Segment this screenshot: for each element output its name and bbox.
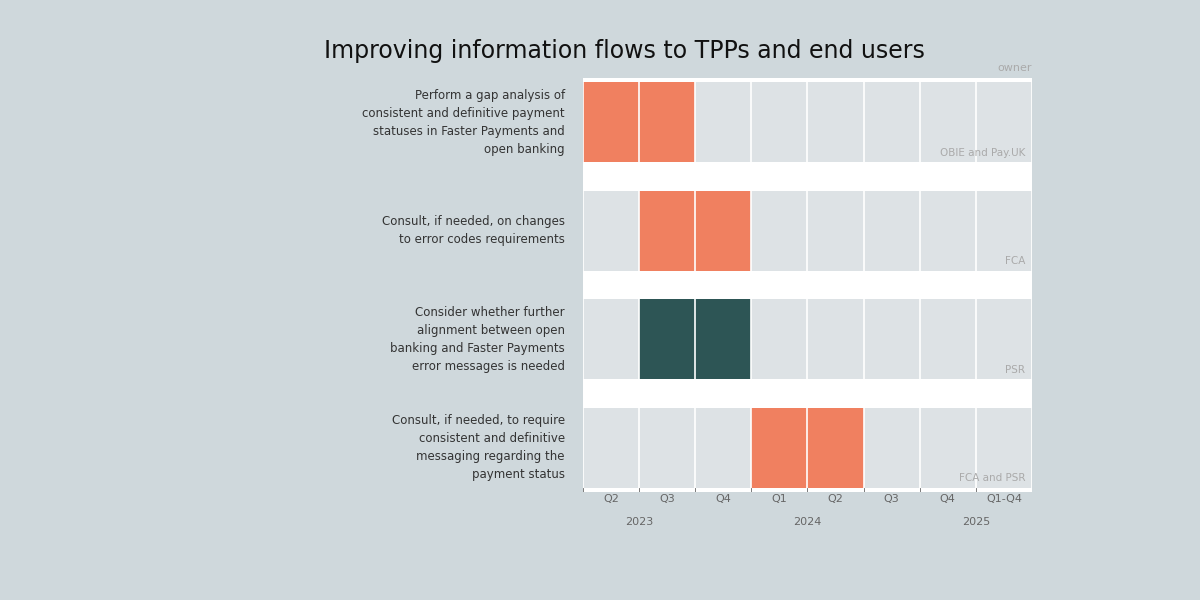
Bar <box>751 407 864 488</box>
Text: Q2: Q2 <box>828 494 844 505</box>
Text: Q3: Q3 <box>659 494 674 505</box>
Text: Q1: Q1 <box>772 494 787 505</box>
Text: Q1-Q4: Q1-Q4 <box>986 494 1022 505</box>
Bar <box>638 191 751 271</box>
Text: PSR: PSR <box>1006 365 1025 374</box>
Bar <box>583 299 1032 379</box>
Text: 2025: 2025 <box>961 517 990 527</box>
Bar <box>638 299 751 379</box>
Text: Q2: Q2 <box>602 494 619 505</box>
Text: Perform a gap analysis of
consistent and definitive payment
statuses in Faster P: Perform a gap analysis of consistent and… <box>362 89 565 156</box>
Text: Consult, if needed, to require
consistent and definitive
messaging regarding the: Consult, if needed, to require consisten… <box>391 414 565 481</box>
Text: OBIE and Pay.UK: OBIE and Pay.UK <box>940 148 1025 158</box>
Bar <box>583 407 1032 488</box>
Bar <box>583 191 1032 271</box>
Bar <box>583 82 695 163</box>
Text: FCA: FCA <box>1004 256 1025 266</box>
Text: Consult, if needed, on changes
to error codes requirements: Consult, if needed, on changes to error … <box>382 215 565 246</box>
Text: 2023: 2023 <box>625 517 653 527</box>
Text: Improving information flows to TPPs and end users: Improving information flows to TPPs and … <box>324 39 925 63</box>
Text: owner: owner <box>997 62 1032 73</box>
Text: Q4: Q4 <box>940 494 955 505</box>
Text: 2024: 2024 <box>793 517 822 527</box>
Bar <box>583 82 1032 163</box>
Text: Consider whether further
alignment between open
banking and Faster Payments
erro: Consider whether further alignment betwe… <box>390 306 565 373</box>
Text: Q3: Q3 <box>883 494 900 505</box>
Text: Q4: Q4 <box>715 494 731 505</box>
Text: FCA and PSR: FCA and PSR <box>959 473 1025 483</box>
